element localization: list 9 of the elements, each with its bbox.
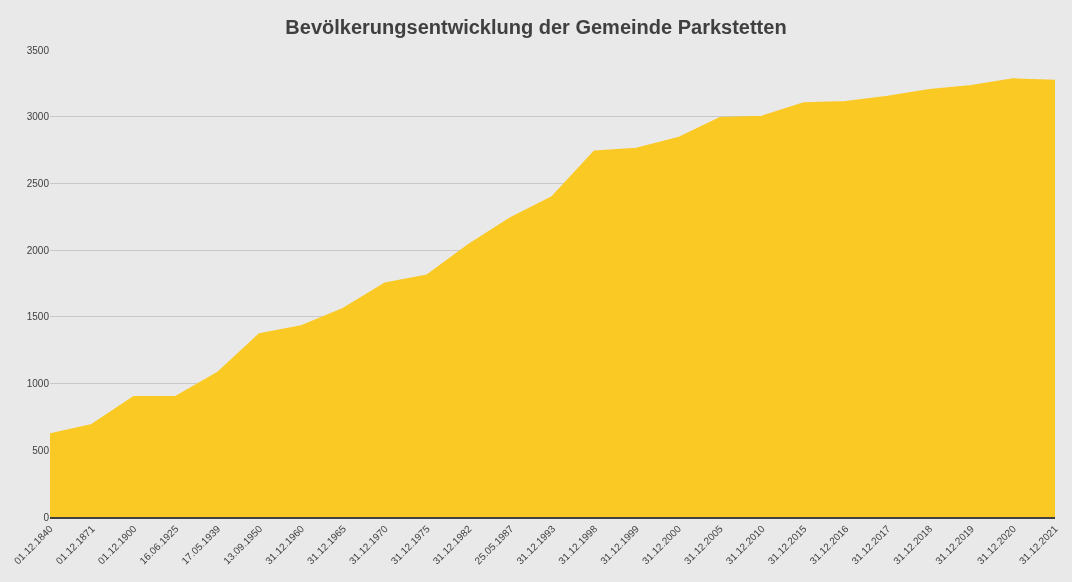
y-tick-label: 2000 <box>26 244 50 256</box>
y-tick-label: 0 <box>43 511 50 523</box>
y-tick-label: 500 <box>32 444 50 456</box>
y-tick-label: 1000 <box>26 378 50 390</box>
y-tick-label: 3000 <box>26 111 50 123</box>
y-tick-label: 1500 <box>26 311 50 323</box>
y-tick-label: 2500 <box>26 177 50 189</box>
y-tick-label: 3500 <box>26 44 50 56</box>
chart-title: Bevölkerungsentwicklung der Gemeinde Parkstetten <box>285 16 787 39</box>
